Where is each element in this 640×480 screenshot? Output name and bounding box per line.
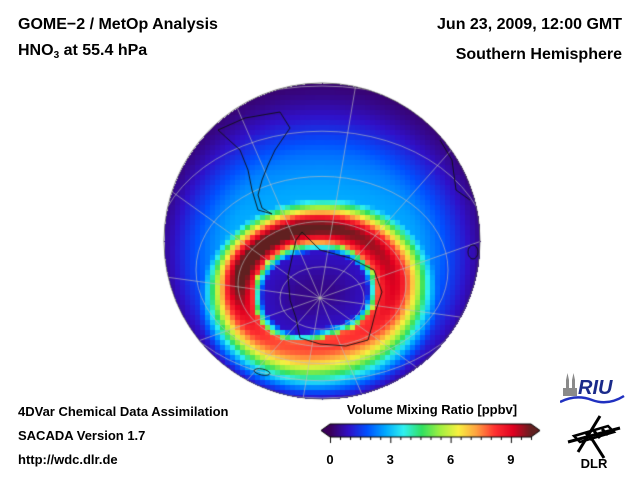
colorbar-tick-label: 6 xyxy=(446,452,455,467)
species-level-title: HNO3 at 55.4 hPa xyxy=(18,42,147,61)
species-name: HNO xyxy=(18,42,54,59)
riu-logo-text: RIU xyxy=(578,377,613,399)
footer-url[interactable]: http://wdc.dlr.de xyxy=(18,452,118,467)
hemisphere-label: Southern Hemisphere xyxy=(455,46,622,63)
colorbar xyxy=(318,420,550,450)
colorbar-title: Volume Mixing Ratio [ppbv] xyxy=(346,402,518,417)
dlr-logo-text: DLR xyxy=(581,456,608,470)
colorbar-tick-label: 0 xyxy=(326,452,334,467)
riu-logo: RIU xyxy=(560,373,625,404)
dlr-logo: DLR xyxy=(567,415,621,470)
cathedral-icon xyxy=(563,373,577,396)
footer-version: SACADA Version 1.7 xyxy=(18,428,146,443)
analysis-title: GOME−2 / MetOp Analysis xyxy=(18,16,218,33)
colorbar-tick-label: 3 xyxy=(386,452,394,467)
river-wave-icon xyxy=(560,394,625,404)
species-subscript: 3 xyxy=(53,50,60,61)
dlr-emblem-icon xyxy=(567,415,621,459)
analysis-datetime: Jun 23, 2009, 12:00 GMT xyxy=(437,16,622,33)
colorbar-tick-label: 9 xyxy=(507,452,515,467)
footer-system: 4DVar Chemical Data Assimilation xyxy=(18,404,229,419)
pressure-level: at 55.4 hPa xyxy=(59,42,148,59)
